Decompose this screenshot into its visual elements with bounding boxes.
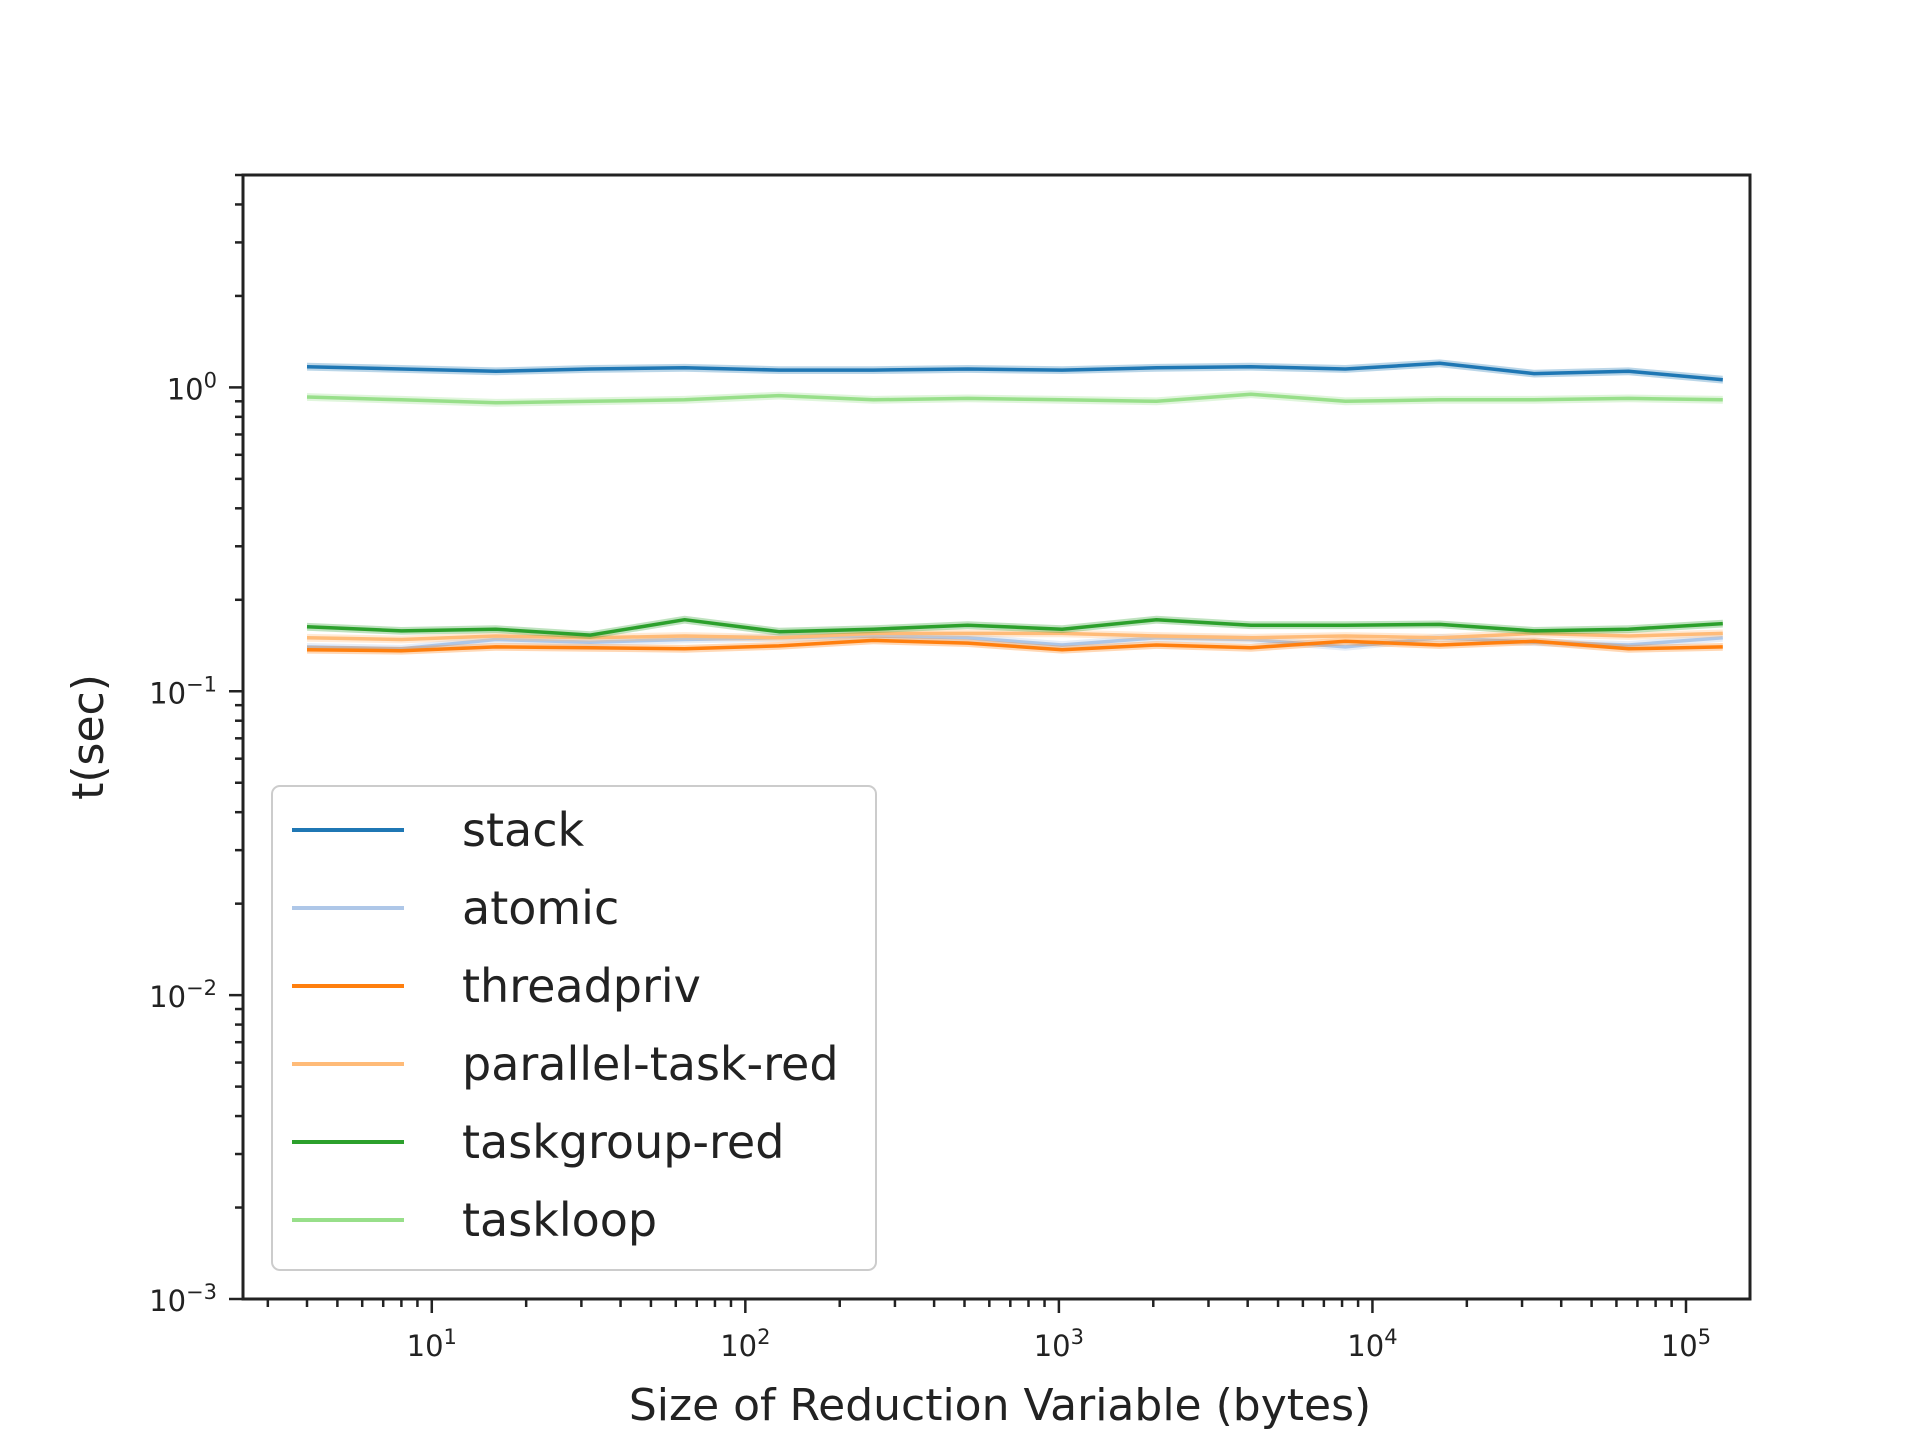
legend-label-taskgroup-red: taskgroup-red <box>462 1115 784 1169</box>
series-line-taskloop <box>306 392 1723 405</box>
axes-layer: 101 102 103 104 105 10−3 10−2 10−1 100 <box>149 173 1752 1363</box>
x-tick-label: 105 <box>1661 1325 1711 1363</box>
series-line-stack <box>306 361 1723 382</box>
series-layer <box>306 359 1723 655</box>
series-line-parallel-task-red <box>306 631 1723 642</box>
x-tick-label: 101 <box>407 1325 457 1363</box>
series-band-stack <box>307 359 1723 384</box>
legend-label-parallel-task-red: parallel-task-red <box>462 1037 839 1091</box>
series-band-parallel-task-red <box>307 629 1723 644</box>
y-axis-title: t(sec) <box>63 674 114 800</box>
legend-box <box>271 785 877 1271</box>
y-tick-label: 10−1 <box>149 672 217 710</box>
x-tick-label: 102 <box>720 1325 770 1363</box>
legend-label-taskloop: taskloop <box>462 1193 657 1247</box>
series-line-atomic <box>306 634 1723 651</box>
series-line-threadpriv <box>306 638 1723 653</box>
legend: stack atomic threadpriv parallel-task-red ta… <box>271 785 877 1271</box>
y-tick-label: 100 <box>167 368 217 406</box>
x-tick-label: 103 <box>1034 1325 1084 1363</box>
legend-label-threadpriv: threadpriv <box>462 959 701 1013</box>
legend-label-stack: stack <box>462 803 584 857</box>
y-tick-label: 10−2 <box>149 976 217 1014</box>
legend-label-atomic: atomic <box>462 881 619 935</box>
x-tick-label: 104 <box>1347 1325 1397 1363</box>
x-axis-title: Size of Reduction Variable (bytes) <box>629 1380 1371 1431</box>
series-line-taskgroup-red <box>306 617 1723 637</box>
plot-frame <box>241 173 1752 1301</box>
y-tick-label: 10−3 <box>149 1280 217 1318</box>
